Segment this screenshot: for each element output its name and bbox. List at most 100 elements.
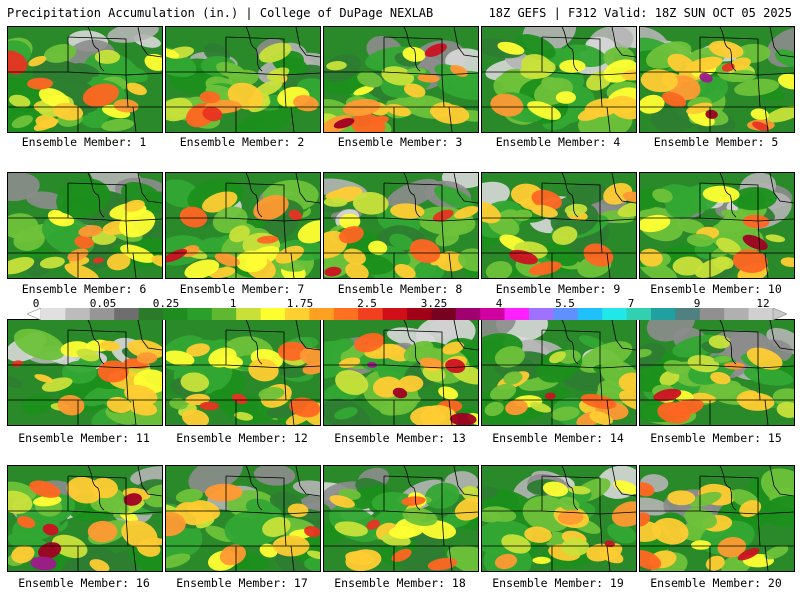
precip-field-11 [8,320,162,425]
ensemble-map-17 [165,465,321,572]
colorbar-swatch [114,308,139,320]
colorbar-swatch [455,308,481,320]
colorbar-swatch [309,308,335,320]
ensemble-map-18 [323,465,479,572]
colorbar [27,308,787,320]
precip-field-2 [166,27,320,132]
ensemble-map-14 [481,319,637,426]
ensemble-map-12 [165,319,321,426]
member-label: Ensemble Member: 19 [492,576,624,590]
precip-field-3 [324,27,478,132]
colorbar-swatch [504,308,530,320]
member-label: Ensemble Member: 1 [21,135,147,149]
colorbar-swatch [163,308,188,320]
colorbar-swatch [236,308,261,320]
member-label: Ensemble Member: 11 [18,431,150,445]
precip-field-4 [482,27,636,132]
colorbar-tick-label: 5.5 [555,297,575,310]
member-label: Ensemble Member: 10 [650,282,782,296]
precip-field-20 [640,466,794,571]
colorbar-swatch [431,308,457,320]
colorbar-swatch [382,308,408,320]
member-label: Ensemble Member: 18 [334,576,466,590]
colorbar-tick-label: 4 [495,297,503,310]
precip-field-13 [324,320,478,425]
colorbar-tick-label: 1.75 [286,297,314,310]
member-label: Ensemble Member: 16 [18,576,150,590]
member-label: Ensemble Member: 9 [495,282,621,296]
page-title: Precipitation Accumulation (in.) | Colle… [7,6,434,20]
precip-field-6 [8,173,162,278]
colorbar-swatch [285,308,310,320]
member-label: Ensemble Member: 15 [650,431,782,445]
colorbar-swatch [651,308,676,320]
colorbar-tick-label: 2.5 [357,297,377,310]
colorbar-swatch [358,308,383,320]
precip-field-1 [8,27,162,132]
colorbar-swatch [577,308,603,320]
ensemble-map-20 [639,465,795,572]
ensemble-map-2 [165,26,321,133]
precip-field-7 [166,173,320,278]
member-label: Ensemble Member: 5 [653,135,779,149]
member-label: Ensemble Member: 2 [179,135,305,149]
precip-field-9 [482,173,636,278]
colorbar-swatch [602,308,627,320]
colorbar-tick-label: 0 [32,297,40,310]
colorbar-swatch [553,308,579,320]
colorbar-right-arrow [772,308,787,320]
colorbar-swatch [626,308,652,320]
ensemble-map-5 [639,26,795,133]
colorbar-swatch [675,308,701,320]
member-label: Ensemble Member: 12 [176,431,308,445]
colorbar-tick-label: 7 [627,297,635,310]
ensemble-map-1 [7,26,163,133]
member-label: Ensemble Member: 13 [334,431,466,445]
precip-field-8 [324,173,478,278]
ensemble-map-9 [481,172,637,279]
colorbar-swatch [187,308,213,320]
colorbar-tick-label: 3.25 [420,297,448,310]
ensemble-map-3 [323,26,479,133]
ensemble-map-8 [323,172,479,279]
member-label: Ensemble Member: 14 [492,431,624,445]
colorbar-tick-label: 0.25 [152,297,180,310]
colorbar-swatch [529,308,554,320]
precip-field-5 [640,27,794,132]
member-label: Ensemble Member: 17 [176,576,308,590]
ensemble-map-11 [7,319,163,426]
colorbar-swatch [89,308,115,320]
precip-field-14 [482,320,636,425]
run-info: 18Z GEFS | F312 Valid: 18Z SUN OCT 05 20… [488,6,792,20]
colorbar-swatch [138,308,164,320]
ensemble-map-15 [639,319,795,426]
ensemble-map-7 [165,172,321,279]
precip-field-10 [640,173,794,278]
member-label: Ensemble Member: 20 [650,576,782,590]
ensemble-map-10 [639,172,795,279]
colorbar-swatch [211,308,237,320]
colorbar-swatch [333,308,359,320]
colorbar-swatch [260,308,286,320]
member-label: Ensemble Member: 8 [337,282,463,296]
colorbar-swatch [699,308,725,320]
precip-field-16 [8,466,162,571]
member-label: Ensemble Member: 3 [337,135,463,149]
colorbar-swatch [748,308,774,320]
colorbar-swatch [724,308,749,320]
colorbar-tick-label: 9 [693,297,701,310]
ensemble-map-16 [7,465,163,572]
precip-field-18 [324,466,478,571]
colorbar-tick-label: 12 [756,297,770,310]
ensemble-map-6 [7,172,163,279]
colorbar-swatch [480,308,505,320]
colorbar-tick-label: 1 [229,297,237,310]
ensemble-map-13 [323,319,479,426]
member-label: Ensemble Member: 4 [495,135,621,149]
member-label: Ensemble Member: 6 [21,282,147,296]
colorbar-swatch [41,308,66,320]
precip-field-15 [640,320,794,425]
colorbar-swatch [407,308,432,320]
ensemble-map-4 [481,26,637,133]
precip-field-17 [166,466,320,571]
